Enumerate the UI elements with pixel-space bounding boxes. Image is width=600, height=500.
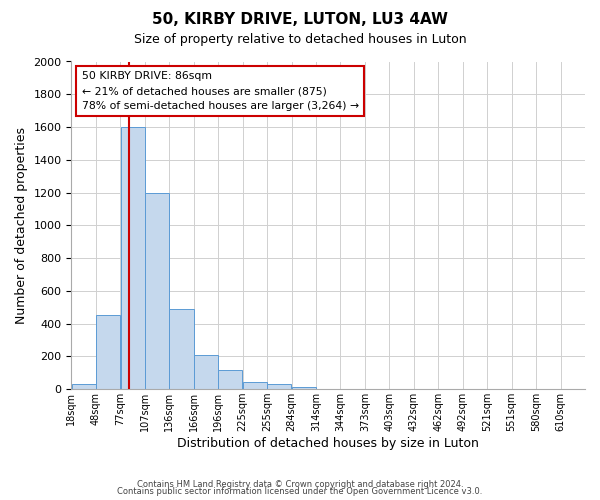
Bar — [194, 355, 218, 389]
Bar — [71, 384, 95, 389]
Bar — [243, 382, 267, 389]
Bar — [218, 370, 242, 389]
Text: 50 KIRBY DRIVE: 86sqm
← 21% of detached houses are smaller (875)
78% of semi-det: 50 KIRBY DRIVE: 86sqm ← 21% of detached … — [82, 72, 359, 111]
Bar — [267, 384, 292, 389]
Bar — [145, 192, 169, 389]
Text: Contains HM Land Registry data © Crown copyright and database right 2024.: Contains HM Land Registry data © Crown c… — [137, 480, 463, 489]
X-axis label: Distribution of detached houses by size in Luton: Distribution of detached houses by size … — [177, 437, 479, 450]
Text: 50, KIRBY DRIVE, LUTON, LU3 4AW: 50, KIRBY DRIVE, LUTON, LU3 4AW — [152, 12, 448, 28]
Bar — [96, 316, 120, 389]
Bar — [121, 127, 145, 389]
Text: Size of property relative to detached houses in Luton: Size of property relative to detached ho… — [134, 32, 466, 46]
Bar — [292, 386, 316, 389]
Text: Contains public sector information licensed under the Open Government Licence v3: Contains public sector information licen… — [118, 488, 482, 496]
Y-axis label: Number of detached properties: Number of detached properties — [15, 127, 28, 324]
Bar — [169, 309, 194, 389]
